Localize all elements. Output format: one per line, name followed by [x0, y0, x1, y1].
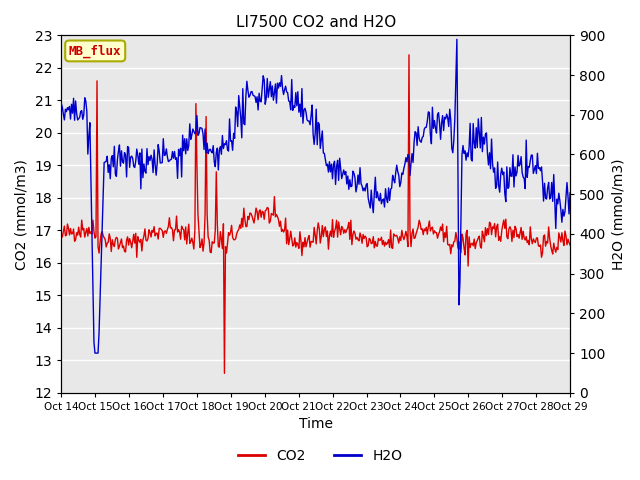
- Title: LI7500 CO2 and H2O: LI7500 CO2 and H2O: [236, 15, 396, 30]
- X-axis label: Time: Time: [299, 418, 333, 432]
- Legend: CO2, H2O: CO2, H2O: [232, 443, 408, 468]
- Y-axis label: H2O (mmol/m3): H2O (mmol/m3): [611, 158, 625, 270]
- Text: MB_flux: MB_flux: [69, 44, 122, 58]
- Y-axis label: CO2 (mmol/m3): CO2 (mmol/m3): [15, 158, 29, 269]
